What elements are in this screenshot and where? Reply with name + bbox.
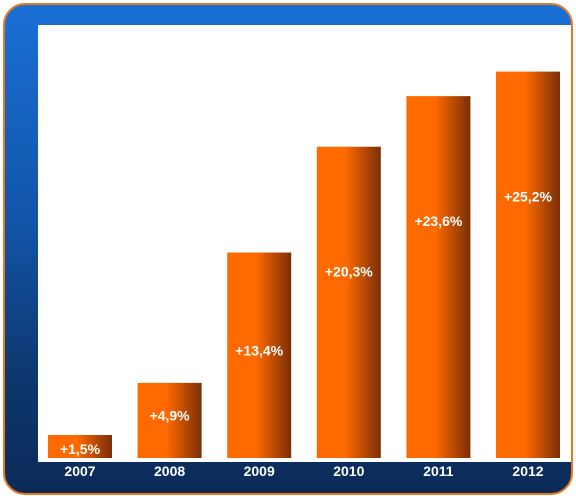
data-label-2007: +1,5% (60, 441, 101, 457)
x-tick-2008: 2008 (154, 463, 185, 479)
bar-2007 (48, 435, 112, 458)
bar-2012 (496, 71, 560, 458)
data-label-2010: +20,3% (325, 264, 373, 280)
data-label-2012: +25,2% (504, 189, 552, 205)
x-tick-2010: 2010 (333, 463, 364, 479)
bar-2011 (406, 96, 471, 458)
bar-2010 (316, 146, 381, 458)
bar-2008 (137, 382, 202, 458)
x-tick-2011: 2011 (423, 463, 454, 479)
data-label-2008: +4,9% (150, 407, 191, 423)
x-tick-2007: 2007 (64, 463, 95, 479)
data-label-2011: +23,6% (414, 213, 462, 229)
data-label-2009: +13,4% (235, 342, 283, 358)
x-tick-2012: 2012 (512, 463, 543, 479)
plot-area (38, 25, 571, 462)
x-tick-2009: 2009 (244, 463, 275, 479)
bar-2009 (227, 252, 292, 458)
chart-frame (3, 3, 573, 495)
